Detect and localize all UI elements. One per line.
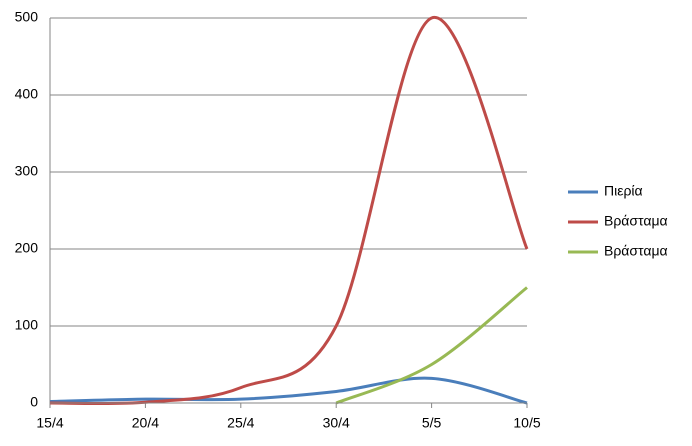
x-tick-label: 25/4	[227, 415, 254, 431]
y-tick-label: 300	[15, 163, 39, 179]
y-tick-label: 200	[15, 240, 39, 256]
x-tick-label: 5/5	[422, 415, 442, 431]
x-tick-label: 30/4	[323, 415, 350, 431]
y-tick-label: 0	[30, 394, 38, 410]
legend-label: Βράσταμα	[604, 243, 668, 259]
legend-label: Πιερία	[604, 183, 643, 199]
series-line	[49, 376, 528, 405]
x-tick-label: 15/4	[36, 415, 63, 431]
x-tick-label: 20/4	[132, 415, 159, 431]
legend-label: Βράσταμα	[604, 213, 668, 229]
series-line	[335, 286, 528, 405]
y-tick-label: 500	[15, 9, 39, 25]
x-tick-label: 10/5	[513, 415, 540, 431]
series-line	[49, 16, 529, 406]
y-tick-label: 100	[15, 317, 39, 333]
y-tick-label: 400	[15, 86, 39, 102]
